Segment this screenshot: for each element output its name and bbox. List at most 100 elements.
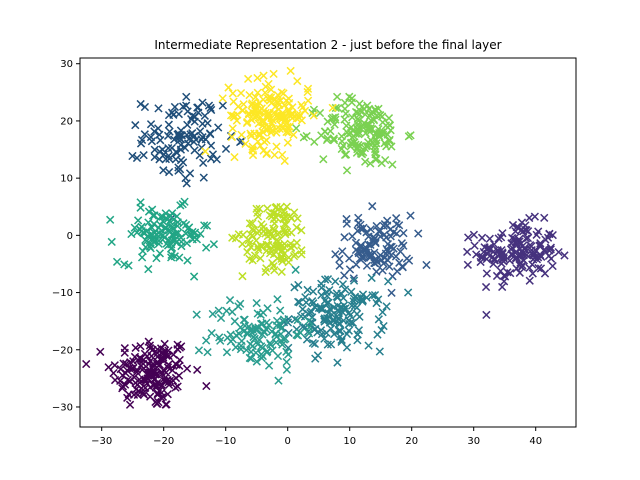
data-point <box>310 339 320 349</box>
data-point <box>262 148 272 158</box>
data-point <box>252 111 261 121</box>
data-point <box>323 117 332 126</box>
data-point <box>236 299 245 308</box>
data-point <box>253 208 262 217</box>
data-point <box>238 272 247 281</box>
data-point <box>255 129 264 138</box>
data-point <box>342 219 351 228</box>
data-point <box>283 122 292 131</box>
data-point <box>372 267 381 276</box>
data-point <box>305 323 314 332</box>
data-point <box>476 253 486 262</box>
data-point <box>496 233 506 242</box>
data-point <box>198 133 207 142</box>
data-point <box>368 291 377 300</box>
data-points <box>82 66 569 409</box>
data-point <box>174 166 183 175</box>
data-point <box>490 256 499 265</box>
data-point <box>164 380 174 390</box>
data-point <box>137 384 146 393</box>
data-point <box>422 260 431 270</box>
data-point <box>380 230 389 239</box>
data-point <box>345 254 354 263</box>
data-point <box>214 123 223 132</box>
data-point <box>351 238 361 248</box>
data-point <box>293 214 302 223</box>
data-point <box>174 371 184 380</box>
data-point <box>243 247 252 257</box>
data-point <box>517 218 527 227</box>
data-point <box>284 343 293 352</box>
data-point <box>145 365 154 375</box>
data-point <box>238 230 248 239</box>
data-point <box>233 110 242 119</box>
data-point <box>338 308 347 317</box>
data-point <box>349 276 359 285</box>
data-point <box>477 233 487 242</box>
data-point <box>139 151 148 160</box>
data-point <box>508 220 518 230</box>
data-point <box>372 255 381 265</box>
data-point <box>358 296 367 305</box>
data-point <box>141 375 150 384</box>
data-point <box>181 229 190 238</box>
data-point <box>245 90 254 100</box>
data-point <box>139 355 148 364</box>
data-point <box>338 247 347 256</box>
data-point <box>326 324 336 333</box>
data-point <box>342 166 352 175</box>
data-point <box>286 242 295 252</box>
data-point <box>375 128 384 138</box>
data-point <box>235 137 245 147</box>
data-point <box>311 324 320 334</box>
data-point <box>120 344 129 353</box>
data-point <box>165 154 174 163</box>
data-point <box>203 348 212 357</box>
data-point <box>525 276 534 285</box>
data-point <box>245 254 254 263</box>
data-point <box>388 160 397 169</box>
data-point <box>250 251 260 260</box>
data-point <box>130 223 139 232</box>
data-point <box>276 306 285 315</box>
data-point <box>140 130 149 139</box>
data-point <box>323 275 333 284</box>
data-point <box>370 290 380 300</box>
chart-title: Intermediate Representation 2 - just bef… <box>154 38 501 52</box>
data-point <box>196 127 205 136</box>
data-point <box>250 334 259 343</box>
data-point <box>227 132 237 142</box>
data-point <box>286 66 295 76</box>
data-point <box>329 134 338 143</box>
data-point <box>262 264 271 273</box>
data-point <box>164 151 173 160</box>
data-point <box>370 248 379 257</box>
data-point <box>118 371 127 380</box>
y-tick-label: −20 <box>52 345 73 356</box>
data-point <box>326 340 336 349</box>
data-point <box>366 109 376 118</box>
data-point <box>279 335 289 344</box>
data-point <box>348 133 357 142</box>
data-point <box>199 173 208 182</box>
data-point <box>107 237 116 247</box>
data-point <box>269 226 279 235</box>
data-point <box>498 249 507 258</box>
data-point <box>349 274 358 283</box>
data-point <box>387 142 396 151</box>
data-point <box>171 383 180 392</box>
data-point <box>201 147 210 156</box>
data-point <box>414 229 423 238</box>
data-point <box>228 307 237 317</box>
data-point <box>228 124 237 133</box>
data-point <box>128 151 137 161</box>
data-point <box>146 120 156 129</box>
data-point <box>200 221 209 230</box>
data-point <box>303 84 313 93</box>
data-point <box>273 295 282 304</box>
data-point <box>293 76 302 86</box>
data-point <box>278 150 287 160</box>
data-point <box>133 216 143 225</box>
data-point <box>378 307 387 317</box>
data-point <box>156 344 166 353</box>
